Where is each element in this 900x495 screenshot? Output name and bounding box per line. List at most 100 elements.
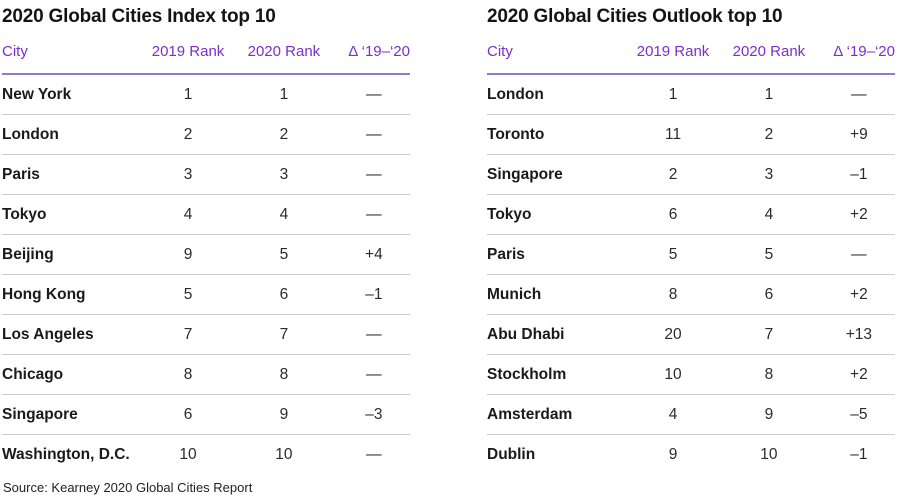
column-header-city: City [487,43,632,75]
table-row: Singapore 6 9 –3 [2,394,410,435]
city-cell: Tokyo [487,194,632,235]
column-header-city: City [2,43,147,75]
column-header-2020-rank: 2020 Rank [230,43,338,75]
outlook-table-block: 2020 Global Cities Outlook top 10 City 2… [487,5,895,474]
city-cell: London [487,74,632,115]
rank-2019-cell: 10 [631,354,716,395]
rank-2020-cell: 1 [230,74,338,115]
rank-2019-cell: 7 [146,314,231,355]
table-row: Dublin 9 10 –1 [487,435,895,475]
delta-cell: — [337,154,410,195]
delta-cell: +2 [822,194,895,235]
index-table-title: 2020 Global Cities Index top 10 [2,6,276,27]
rank-2019-cell: 4 [631,394,716,435]
delta-cell: +9 [822,114,895,155]
delta-cell: — [366,446,382,463]
city-cell: Singapore [2,394,147,435]
tables-row: 2020 Global Cities Index top 10 City 201… [2,5,897,474]
header-row: City 2019 Rank 2020 Rank Δ ‘19–‘20 [2,43,410,75]
table-row: London 2 2 — [2,114,410,155]
table-row: Toronto 11 2 +9 [487,114,895,155]
delta-cell: — [337,354,410,395]
rank-2020-cell: 7 [230,314,338,355]
rank-2020-cell: 6 [230,274,338,315]
table-row: Stockholm 10 8 +2 [487,354,895,395]
rank-2020-cell: 9 [715,394,823,435]
rank-2019-cell: 6 [631,194,716,235]
rank-2020-cell: 4 [715,194,823,235]
table-row: Hong Kong 5 6 –1 [2,274,410,315]
rank-2019-cell: 2 [631,154,716,195]
delta-cell: +13 [822,314,895,355]
delta-cell: +2 [822,354,895,395]
delta-cell: +4 [337,234,410,275]
city-cell: Los Angeles [2,314,147,355]
city-cell: Paris [487,234,632,275]
city-cell: Beijing [2,234,147,275]
city-cell: Toronto [487,114,632,155]
column-header-2019-rank: 2019 Rank [631,43,716,75]
column-header-delta: Δ ‘19–‘20 [822,43,895,75]
column-header-delta: Δ ‘19–‘20 [337,43,410,75]
index-table-block: 2020 Global Cities Index top 10 City 201… [2,5,410,474]
rank-2019-cell: 6 [146,394,231,435]
rank-2020-cell: 3 [230,154,338,195]
outlook-table: City 2019 Rank 2020 Rank Δ ‘19–‘20 Londo… [487,43,895,474]
delta-cell: –1 [822,154,895,195]
rank-2019-cell: 5 [146,274,231,315]
rank-2019-cell: 4 [146,194,231,235]
city-cell: Abu Dhabi [487,314,632,355]
rank-2020-cell: 8 [715,354,823,395]
city-cell: Chicago [2,354,147,395]
city-cell: Paris [2,154,147,195]
rank-2019-cell: 8 [631,274,716,315]
table-row: Chicago 8 8 — [2,354,410,395]
rank-2020-cell: 8 [230,354,338,395]
rank-2020-cell: 3 [715,154,823,195]
rank-2020-cell: 2 [230,114,338,155]
delta-cell: –3 [337,394,410,435]
delta-cell: — [337,114,410,155]
delta-cell: — [822,74,895,115]
delta-cell: +2 [822,274,895,315]
city-cell: New York [2,74,147,115]
delta-cell: — [822,234,895,275]
city-cell: Dublin [487,446,536,463]
city-cell: Tokyo [2,194,147,235]
city-cell: Singapore [487,154,632,195]
rank-2019-cell: 9 [668,446,678,463]
table-row: New York 1 1 — [2,74,410,115]
delta-cell: –1 [850,446,868,463]
rank-2019-cell: 8 [146,354,231,395]
rank-2020-cell: 5 [230,234,338,275]
outlook-table-title: 2020 Global Cities Outlook top 10 [487,6,783,27]
source-note: Source: Kearney 2020 Global Cities Repor… [3,480,253,495]
rank-2019-cell: 5 [631,234,716,275]
rank-2020-cell: 9 [230,394,338,435]
table-row: Tokyo 4 4 — [2,194,410,235]
city-cell: Stockholm [487,354,632,395]
city-cell: Washington, D.C. [2,446,130,463]
rank-2019-cell: 10 [179,446,197,463]
rank-2020-cell: 6 [715,274,823,315]
rank-2019-cell: 3 [146,154,231,195]
header-row: City 2019 Rank 2020 Rank Δ ‘19–‘20 [487,43,895,75]
rank-2020-cell: 5 [715,234,823,275]
table-row: Los Angeles 7 7 — [2,314,410,355]
rank-2020-cell: 7 [715,314,823,355]
rank-2020-cell: 1 [715,74,823,115]
column-header-2019-rank: 2019 Rank [146,43,231,75]
table-row: Abu Dhabi 20 7 +13 [487,314,895,355]
city-cell: Amsterdam [487,394,632,435]
city-cell: Hong Kong [2,274,147,315]
delta-cell: — [337,314,410,355]
table-row: Paris 5 5 — [487,234,895,275]
rank-2020-cell: 4 [230,194,338,235]
city-cell: London [2,114,147,155]
rank-2019-cell: 20 [631,314,716,355]
rank-2020-cell: 10 [275,446,293,463]
table-row: Washington, D.C. 10 10 — [2,435,410,475]
table-row: Paris 3 3 — [2,154,410,195]
delta-cell: –5 [822,394,895,435]
